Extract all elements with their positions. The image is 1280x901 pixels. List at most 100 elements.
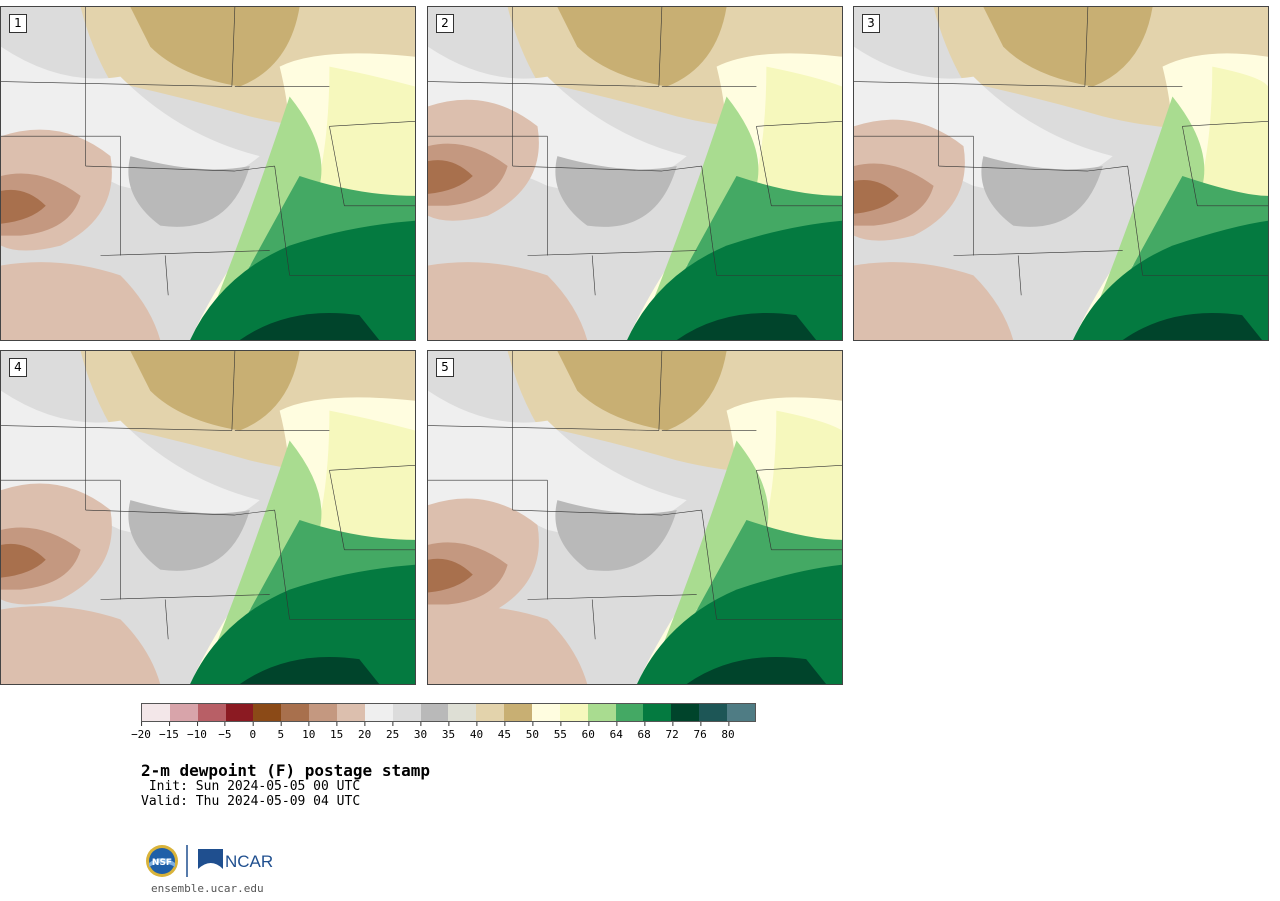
state-border bbox=[85, 165, 235, 172]
colorbar-segment bbox=[225, 704, 254, 721]
state-border bbox=[512, 165, 662, 172]
state-border bbox=[100, 250, 270, 256]
state-border bbox=[329, 121, 415, 127]
moist-region bbox=[646, 440, 769, 684]
colorbar-segment bbox=[643, 704, 672, 721]
gray-region bbox=[555, 156, 677, 227]
colorbar-segment bbox=[253, 704, 282, 721]
colorbar-segment bbox=[197, 704, 226, 721]
state-border bbox=[591, 255, 596, 296]
state-border bbox=[428, 425, 659, 431]
state-border bbox=[1182, 121, 1268, 127]
colorbar-tick-label: 55 bbox=[554, 722, 567, 741]
colorbar-segment bbox=[559, 704, 588, 721]
colorbar-tick-label: 25 bbox=[386, 722, 399, 741]
map-panel-2: 2 bbox=[427, 6, 843, 341]
moist-region bbox=[1122, 312, 1263, 340]
moist-region bbox=[686, 656, 827, 684]
state-border bbox=[953, 250, 1123, 256]
colorbar-segment bbox=[392, 704, 421, 721]
dry-region bbox=[557, 7, 727, 87]
moist-region bbox=[190, 220, 415, 340]
state-border bbox=[938, 165, 1088, 172]
map-panel-4: 4 bbox=[0, 350, 416, 685]
state-border bbox=[661, 509, 702, 516]
dry-region bbox=[983, 7, 1153, 87]
init-time: Init: Sun 2024-05-05 00 UTC bbox=[141, 779, 361, 794]
gray-region bbox=[128, 156, 250, 227]
colorbar-tick-label: 80 bbox=[721, 722, 735, 741]
valid-time: Valid: Thu 2024-05-09 04 UTC bbox=[141, 794, 361, 809]
moist-region bbox=[190, 564, 415, 684]
panel-label: 1 bbox=[9, 14, 27, 33]
moist-region bbox=[636, 96, 759, 340]
dry-region bbox=[1, 543, 46, 578]
dry-region bbox=[1, 262, 161, 340]
colorbar-tick-label: 5 bbox=[277, 722, 284, 741]
state-border bbox=[854, 81, 1085, 87]
moist-region bbox=[239, 312, 380, 340]
moist-region bbox=[627, 220, 842, 340]
nsf-logo-text: NSF bbox=[152, 858, 172, 868]
state-border bbox=[658, 351, 663, 431]
dry-region bbox=[428, 558, 473, 593]
state-border bbox=[274, 166, 290, 276]
state-border bbox=[234, 165, 275, 172]
map-panel-1: 1 bbox=[0, 6, 416, 341]
moist-region bbox=[636, 564, 842, 684]
colorbar-tick-label: 72 bbox=[666, 722, 679, 741]
dry-region bbox=[854, 179, 899, 214]
colorbar-tick-label: 35 bbox=[442, 722, 455, 741]
gray-region bbox=[555, 500, 677, 571]
map-panel-5: 5 bbox=[427, 350, 843, 685]
colorbar-tick-label: −10 bbox=[187, 722, 207, 741]
state-border bbox=[512, 509, 662, 516]
dry-region bbox=[854, 262, 1014, 340]
figure-title: 2-m dewpoint (F) postage stamp bbox=[141, 761, 430, 780]
state-border bbox=[591, 599, 596, 640]
state-border bbox=[234, 509, 275, 516]
colorbar-tick-label: 15 bbox=[330, 722, 343, 741]
state-border bbox=[164, 599, 169, 640]
dry-region bbox=[428, 160, 473, 194]
panel-label: 4 bbox=[9, 358, 27, 377]
moist-region bbox=[239, 656, 380, 684]
state-border bbox=[231, 351, 236, 431]
colorbar-segment bbox=[142, 704, 170, 721]
state-border bbox=[527, 250, 697, 256]
colorbar-tick-label: 50 bbox=[526, 722, 539, 741]
logos: NSF NCAR bbox=[145, 843, 275, 879]
state-border bbox=[756, 470, 772, 550]
map-panel-3: 3 bbox=[853, 6, 1269, 341]
colorbar-segment bbox=[420, 704, 449, 721]
state-border bbox=[756, 126, 772, 206]
state-border bbox=[527, 594, 697, 600]
nsf-logo-icon: NSF bbox=[146, 845, 178, 877]
colorbar-tick-label: 30 bbox=[414, 722, 427, 741]
state-border bbox=[164, 255, 169, 296]
state-border bbox=[701, 166, 717, 276]
colorbar-segment bbox=[476, 704, 505, 721]
colorbar-segment bbox=[671, 704, 700, 721]
colorbar-tick-label: 76 bbox=[693, 722, 707, 741]
panel-label: 2 bbox=[436, 14, 454, 33]
colorbar-tick-label: 0 bbox=[250, 722, 256, 741]
colorbar-ticks: −20 −15 −10 −5 0 5 10 15 20 25 30 35 40 45 50 55 60 64 68 7… bbox=[131, 722, 756, 742]
state-border bbox=[701, 510, 717, 620]
colorbar-segment bbox=[309, 704, 338, 721]
state-border bbox=[1084, 7, 1089, 87]
state-border bbox=[1, 81, 232, 87]
colorbar-segment bbox=[337, 704, 365, 721]
state-border bbox=[1017, 255, 1022, 296]
state-border bbox=[756, 121, 842, 127]
state-border bbox=[1182, 126, 1198, 206]
colorbar-segment bbox=[504, 704, 533, 721]
state-border bbox=[1087, 165, 1128, 172]
colorbar-segment bbox=[281, 704, 310, 721]
colorbar-tick-label: 10 bbox=[302, 722, 315, 741]
ncar-logo-icon: NCAR bbox=[198, 849, 273, 871]
dry-region bbox=[557, 351, 727, 431]
state-border bbox=[329, 470, 345, 550]
colorbar-segment bbox=[727, 704, 755, 721]
colorbar-tick-label: 64 bbox=[610, 722, 623, 741]
